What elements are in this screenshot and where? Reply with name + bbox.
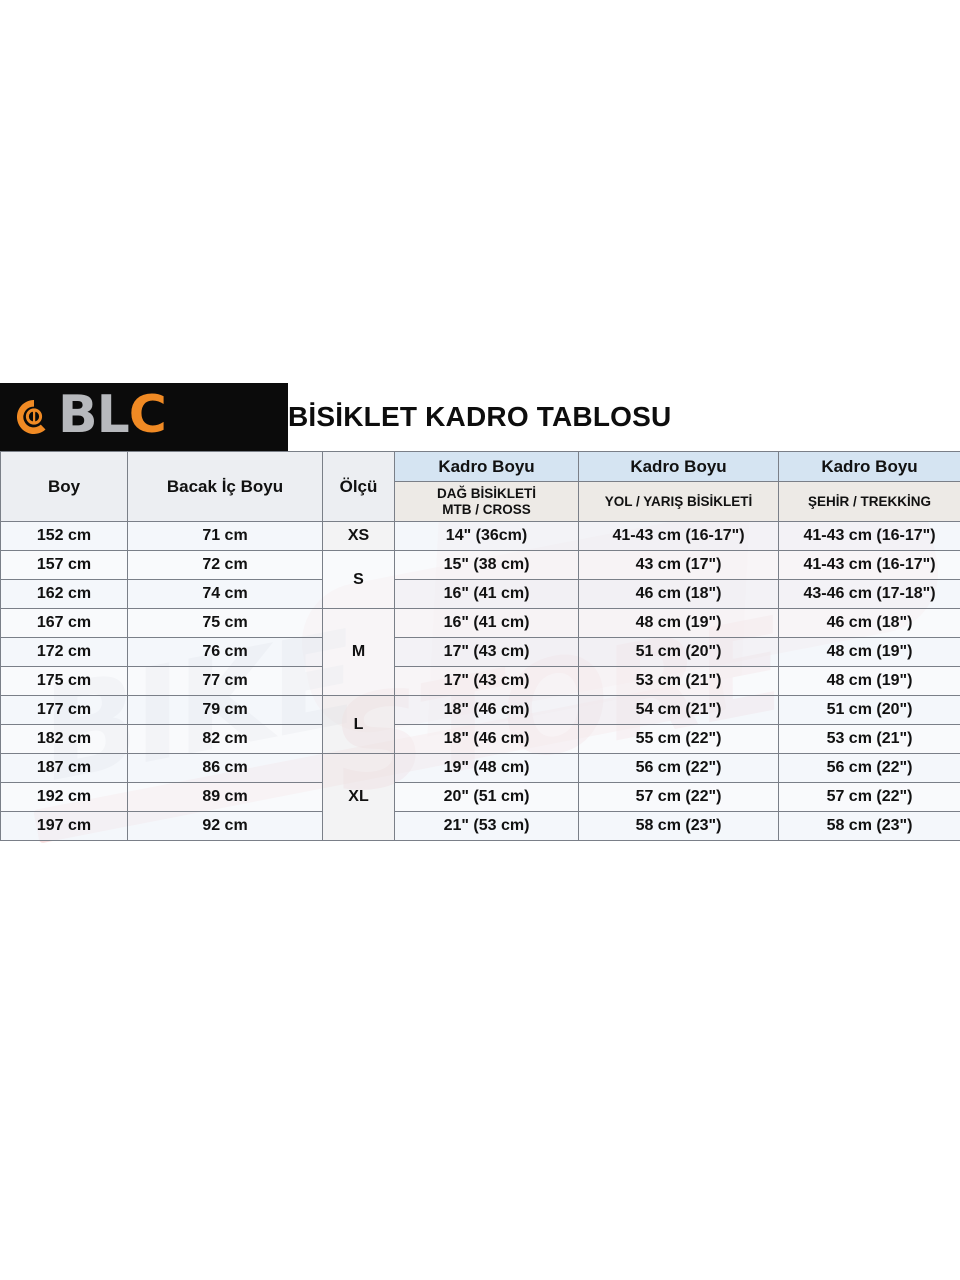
cell-bacak-ic-boyu: 92 cm xyxy=(127,811,323,841)
chart-title-area: BİSİKLET KADRO TABLOSU xyxy=(288,383,960,451)
cell-bacak-ic-boyu: 82 cm xyxy=(127,724,323,754)
cell-kadro-sehir: 56 cm (22") xyxy=(778,753,960,783)
cell-boy: 172 cm xyxy=(0,637,128,667)
table-row: 197 cm 92 cm 21" (53 cm) 58 cm (23") 58 cm (… xyxy=(0,811,960,841)
table-row: 152 cm 71 cm XS 14" (36cm) 41-43 cm (16-17")… xyxy=(0,521,960,551)
cell-kadro-yol: 56 cm (22") xyxy=(578,753,779,783)
page-title: BİSİKLET KADRO TABLOSU xyxy=(288,401,672,432)
table-row: 162 cm 74 cm 16" (41 cm) 46 cm (18") 43-46 c… xyxy=(0,579,960,609)
cell-bacak-ic-boyu: 71 cm xyxy=(127,521,323,551)
cell-olcu: XS xyxy=(322,521,395,551)
cell-kadro-yol: 46 cm (18") xyxy=(578,579,779,609)
brand-wordmark: BLC xyxy=(58,389,167,441)
cell-bacak-ic-boyu: 75 cm xyxy=(127,608,323,638)
subheader-line-2: MTB / CROSS xyxy=(442,501,531,517)
cell-kadro-sehir: 48 cm (19") xyxy=(778,637,960,667)
cell-boy: 197 cm xyxy=(0,811,128,841)
cell-boy: 167 cm xyxy=(0,608,128,638)
cell-bacak-ic-boyu: 72 cm xyxy=(127,550,323,580)
table-row: 187 cm 86 cm XL 19" (48 cm) 56 cm (22") 56 cm… xyxy=(0,753,960,841)
cell-bacak-ic-boyu: 76 cm xyxy=(127,637,323,667)
cell-kadro-yol: 51 cm (20") xyxy=(578,637,779,667)
table-body: 152 cm 71 cm XS 14" (36cm) 41-43 cm (16-17")… xyxy=(0,521,960,841)
cell-kadro-sehir: 48 cm (19") xyxy=(778,666,960,696)
bicycle-frame-size-chart: BIKE STORE BLC BİSİKLET KADRO TABLOSU xyxy=(0,383,960,887)
cell-kadro-mtb: 17" (43 cm) xyxy=(394,637,579,667)
column-header-kadro-boyu-mtb: Kadro Boyu xyxy=(394,451,579,482)
cell-olcu: XL xyxy=(322,753,395,841)
cell-olcu: S xyxy=(322,550,395,609)
cell-olcu: L xyxy=(322,695,395,754)
cell-kadro-sehir: 53 cm (21") xyxy=(778,724,960,754)
cell-kadro-sehir: 46 cm (18") xyxy=(778,608,960,638)
cell-kadro-mtb: 20" (51 cm) xyxy=(394,782,579,812)
cell-boy: 182 cm xyxy=(0,724,128,754)
table-row: 182 cm 82 cm 18" (46 cm) 55 cm (22") 53 cm (… xyxy=(0,724,960,754)
table-header-row-1: Boy Bacak İç Boyu Ölçü Kadro Boyu Kadro … xyxy=(0,451,960,522)
table-row: 157 cm 72 cm S 15" (38 cm) 43 cm (17") 41-43 … xyxy=(0,550,960,609)
table-header: Boy Bacak İç Boyu Ölçü Kadro Boyu Kadro … xyxy=(0,451,960,522)
cell-boy: 162 cm xyxy=(0,579,128,609)
brand-wordmark-bl: BL xyxy=(58,385,130,445)
cell-boy: 175 cm xyxy=(0,666,128,696)
column-header-bacak-ic-boyu: Bacak İç Boyu xyxy=(127,451,323,522)
cell-boy: 192 cm xyxy=(0,782,128,812)
cell-bacak-ic-boyu: 86 cm xyxy=(127,753,323,783)
cell-kadro-yol: 43 cm (17") xyxy=(578,550,779,580)
column-subheader-dag-bisikleti: DAĞ BİSİKLETİ MTB / CROSS xyxy=(394,481,579,522)
cell-kadro-sehir: 57 cm (22") xyxy=(778,782,960,812)
table-row: 172 cm 76 cm 17" (43 cm) 51 cm (20") 48 cm (… xyxy=(0,637,960,667)
column-header-olcu: Ölçü xyxy=(322,451,395,522)
cell-kadro-sehir: 58 cm (23") xyxy=(778,811,960,841)
subheader-line-1: DAĞ BİSİKLETİ xyxy=(436,486,536,502)
cell-kadro-mtb: 18" (46 cm) xyxy=(394,695,579,725)
cell-kadro-mtb: 18" (46 cm) xyxy=(394,724,579,754)
cell-boy: 157 cm xyxy=(0,550,128,580)
cell-kadro-mtb: 16" (41 cm) xyxy=(394,579,579,609)
cell-kadro-yol: 58 cm (23") xyxy=(578,811,779,841)
cell-kadro-mtb: 19" (48 cm) xyxy=(394,753,579,783)
cell-kadro-yol: 55 cm (22") xyxy=(578,724,779,754)
brand-wordmark-c: C xyxy=(128,385,167,445)
cell-bacak-ic-boyu: 77 cm xyxy=(127,666,323,696)
cell-boy: 177 cm xyxy=(0,695,128,725)
cell-kadro-yol: 54 cm (21") xyxy=(578,695,779,725)
cell-kadro-mtb: 21" (53 cm) xyxy=(394,811,579,841)
cell-kadro-mtb: 17" (43 cm) xyxy=(394,666,579,696)
column-subheader-yol-yaris: YOL / YARIŞ BİSİKLETİ xyxy=(578,481,779,522)
table-row: 167 cm 75 cm M 16" (41 cm) 48 cm (19") 46 cm … xyxy=(0,608,960,696)
cell-kadro-sehir: 51 cm (20") xyxy=(778,695,960,725)
brand-logo-bar: BLC xyxy=(0,383,288,451)
column-header-boy: Boy xyxy=(0,451,128,522)
cell-bacak-ic-boyu: 89 cm xyxy=(127,782,323,812)
table-row: 175 cm 77 cm 17" (43 cm) 53 cm (21") 48 cm (… xyxy=(0,666,960,696)
column-subheader-sehir-trekking: ŞEHİR / TREKKİNG xyxy=(778,481,960,522)
cell-boy: 187 cm xyxy=(0,753,128,783)
cell-kadro-mtb: 15" (38 cm) xyxy=(394,550,579,580)
cell-bacak-ic-boyu: 74 cm xyxy=(127,579,323,609)
column-header-kadro-boyu-yol: Kadro Boyu xyxy=(578,451,779,482)
cell-bacak-ic-boyu: 79 cm xyxy=(127,695,323,725)
size-chart-table: Boy Bacak İç Boyu Ölçü Kadro Boyu Kadro … xyxy=(0,451,960,841)
table-row: 177 cm 79 cm L 18" (46 cm) 54 cm (21") 51 cm … xyxy=(0,695,960,754)
blc-circle-logo-icon xyxy=(12,395,56,439)
column-header-kadro-boyu-sehir: Kadro Boyu xyxy=(778,451,960,482)
cell-kadro-sehir: 41-43 cm (16-17") xyxy=(778,550,960,580)
cell-kadro-sehir: 43-46 cm (17-18") xyxy=(778,579,960,609)
cell-boy: 152 cm xyxy=(0,521,128,551)
cell-kadro-yol: 48 cm (19") xyxy=(578,608,779,638)
cell-olcu: M xyxy=(322,608,395,696)
table-row: 192 cm 89 cm 20" (51 cm) 57 cm (22") 57 cm (… xyxy=(0,782,960,812)
cell-kadro-sehir: 41-43 cm (16-17") xyxy=(778,521,960,551)
cell-kadro-yol: 53 cm (21") xyxy=(578,666,779,696)
cell-kadro-yol: 57 cm (22") xyxy=(578,782,779,812)
cell-kadro-mtb: 16" (41 cm) xyxy=(394,608,579,638)
cell-kadro-yol: 41-43 cm (16-17") xyxy=(578,521,779,551)
cell-kadro-mtb: 14" (36cm) xyxy=(394,521,579,551)
